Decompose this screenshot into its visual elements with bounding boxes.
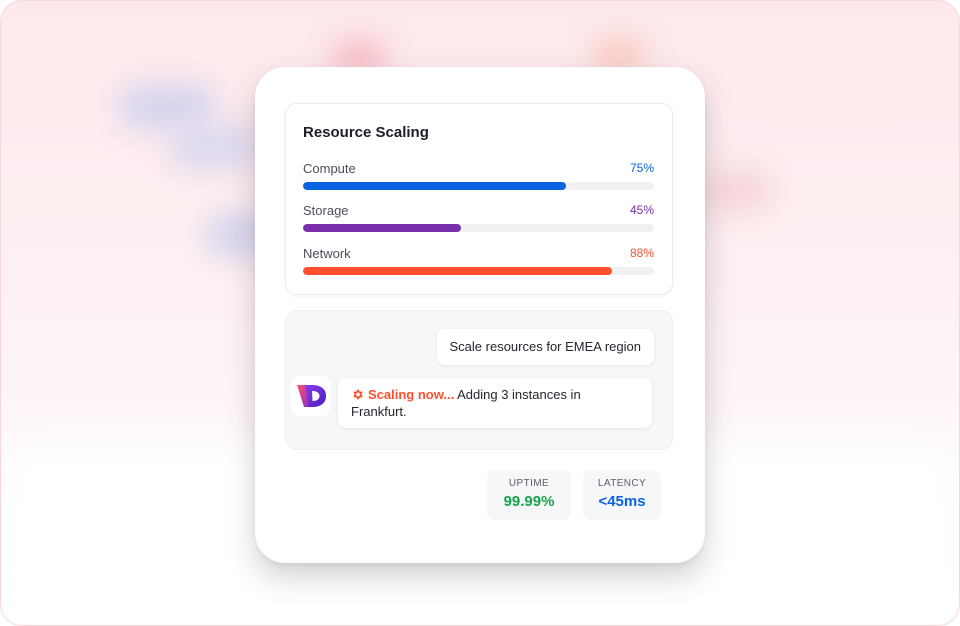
panel-title: Resource Scaling <box>303 124 429 141</box>
assistant-message: Scaling now... Adding 3 instances in Fra… <box>338 378 652 428</box>
metric-network: Network 88% <box>303 246 654 276</box>
stat-label: LATENCY <box>597 478 647 489</box>
uptime-stat: UPTIME 99.99% <box>487 470 571 520</box>
d-logo-icon <box>291 376 331 416</box>
progress-fill-network <box>303 267 612 275</box>
assistant-message-text: Adding 3 instances in Frankfurt. <box>351 387 581 419</box>
scaling-status: Scaling now... <box>368 387 455 402</box>
resource-scaling-panel: Resource Scaling Compute 75% Storage 45%… <box>285 103 673 295</box>
blurred-backdrop-shape <box>119 85 215 129</box>
metric-storage: Storage 45% <box>303 203 654 233</box>
latency-stat: LATENCY <45ms <box>583 470 661 520</box>
metric-label: Compute <box>303 161 356 176</box>
progress-fill-storage <box>303 224 461 232</box>
user-message: Scale resources for EMEA region <box>436 329 654 365</box>
metric-percent: 45% <box>629 203 654 217</box>
metric-label: Storage <box>303 203 349 218</box>
progress-track <box>303 182 654 190</box>
metric-label: Network <box>303 246 351 261</box>
blurred-backdrop-shape <box>591 39 647 71</box>
progress-fill-compute <box>303 182 567 190</box>
blurred-backdrop-shape <box>701 171 771 211</box>
gear-icon <box>353 389 363 400</box>
stat-label: UPTIME <box>508 478 550 489</box>
scaling-card: Resource Scaling Compute 75% Storage 45%… <box>255 67 705 563</box>
stat-value: 99.99% <box>503 493 555 510</box>
metric-compute: Compute 75% <box>303 161 654 191</box>
chat-panel: Scale resources for EMEA region <box>285 310 673 450</box>
stat-value: <45ms <box>598 493 646 510</box>
blurred-backdrop-shape <box>169 125 259 169</box>
progress-track <box>303 224 654 232</box>
progress-track <box>303 267 654 275</box>
metric-percent: 88% <box>629 246 654 260</box>
metric-percent: 75% <box>629 161 654 175</box>
